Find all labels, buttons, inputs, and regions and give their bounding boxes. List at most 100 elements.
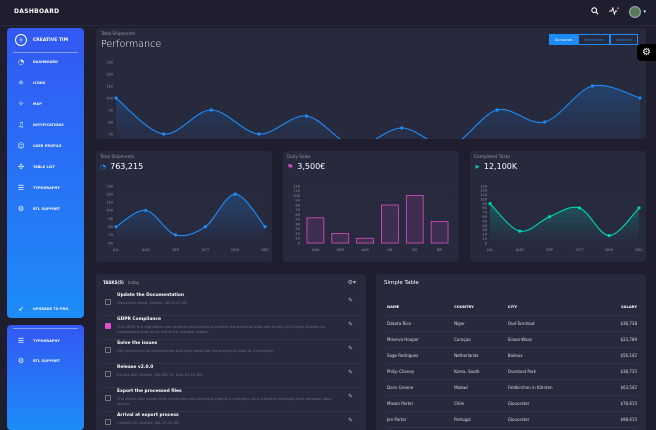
x-tick-label: OCT (202, 248, 210, 252)
bar (331, 233, 350, 244)
cell-salary: $56,142 (602, 347, 637, 364)
pencil-icon[interactable]: ✎ (347, 417, 353, 424)
task-title: GDPR Compliance (117, 317, 162, 322)
sidebar-item-label: RTL SUPPORT (33, 359, 61, 363)
pencil-icon[interactable]: ✎ (347, 345, 353, 352)
sidebar-item-typography-2[interactable]: ☰ TYPOGRAPHY (16, 337, 60, 345)
task-title: Arrival at export process (117, 413, 179, 418)
data-point (304, 114, 309, 118)
task-checkbox[interactable] (105, 419, 111, 425)
series-area (116, 85, 640, 139)
y-tick-label: 40 (482, 224, 487, 228)
performance-chart: 60708090100110120130JANFEBMARAPRMAYJUNJU… (106, 60, 642, 139)
sidebar-item-rtl-support-2[interactable]: ⚙ RTL SUPPORT (16, 357, 60, 365)
x-tick-label: RO (412, 248, 417, 252)
data-point (488, 201, 492, 206)
data-point (144, 208, 148, 213)
caret-down-icon: ▾ (643, 9, 646, 15)
pencil-icon[interactable]: ✎ (347, 369, 353, 376)
sidebar-item-icons[interactable]: ⚛ ICONS (16, 79, 45, 87)
table-header-row: NAME COUNTRY CITY SALARY (387, 299, 637, 316)
send-icon: ➤ (474, 162, 480, 171)
task-checkbox[interactable] (105, 347, 111, 353)
upgrade-to-pro-button[interactable]: ➶ UPGRADE TO PRO (16, 305, 68, 313)
tab-purchases[interactable]: Purchases (578, 34, 610, 45)
bar (306, 217, 325, 244)
cell-country: Malawi (454, 379, 508, 396)
navbar-title[interactable]: DASHBOARD (14, 8, 60, 15)
shipments-chart: 60 70 80 90 100 110 120 130 JUL AUG SEP OCT NOV DEC (106, 184, 269, 252)
tasks-count-title: TASKS(5) (103, 280, 124, 285)
sidebar-logo[interactable]: ⚛ CREATIVE TIM (15, 34, 68, 46)
y-tick-label: 50 (295, 218, 300, 222)
x-tick-label: USA (312, 248, 320, 252)
task-item: Release v2.0.0 Ra Ave SW, Seattle, WA 98… (103, 364, 361, 388)
y-tick-label: 20 (482, 233, 487, 237)
sidebar-item-table-list[interactable]: ✣ TABLE LIST (16, 163, 55, 171)
data-point (114, 96, 118, 100)
notification-sound-icon[interactable] (609, 6, 620, 17)
task-item: GDPR Compliance The GDPR is a regulation… (103, 316, 361, 340)
cell-country: Curaçao (454, 331, 508, 348)
simple-table-title: Simple Table (384, 280, 419, 286)
atom-icon: ⚛ (17, 79, 25, 87)
data-point (638, 96, 642, 100)
task-checkbox[interactable] (105, 395, 111, 401)
y-tick-label: 80 (108, 225, 113, 229)
sidebar-item-rtl-support[interactable]: ⚙ RTL SUPPORT (16, 205, 60, 213)
column-header: SALARY (602, 299, 637, 316)
bell-icon: ◔ (100, 162, 107, 171)
pencil-icon[interactable]: ✎ (347, 321, 353, 328)
performance-tabs: Accounts Purchases Sessions (548, 34, 638, 45)
completed-tasks-card: Completed Tasks ➤ 12,100K 0 10 20 30 40 50 60 7… (470, 151, 646, 262)
sidebar-item-label: RTL SUPPORT (33, 207, 61, 211)
data-point (263, 225, 267, 229)
settings-gear-icon[interactable]: ⚙▾ (347, 279, 356, 286)
table-row: Sage Rodriguez Netherlands Baileux $56,142 (387, 347, 637, 364)
task-title: Release v2.0.0 (117, 365, 154, 370)
sidebar: ⚛ CREATIVE TIM ◔ DASHBOARD ⚛ ICONS ✧ MAP… (7, 28, 84, 318)
sidebar-item-notifications[interactable]: ♫ NOTIFICATIONS (16, 121, 64, 129)
bar (356, 237, 374, 244)
task-checkbox[interactable] (105, 371, 111, 377)
user-avatar-dropdown[interactable]: ▾ (629, 6, 646, 18)
sidebar-item-dashboard[interactable]: ◔ DASHBOARD (16, 58, 58, 66)
tab-accounts[interactable]: Accounts (548, 34, 579, 45)
sidebar-secondary: ☰ TYPOGRAPHY ⚙ RTL SUPPORT (7, 325, 84, 430)
tab-sessions[interactable]: Sessions (609, 34, 638, 45)
cell-country: Netherlands (454, 347, 508, 364)
task-checkbox[interactable] (105, 323, 111, 329)
pencil-icon[interactable]: ✎ (347, 297, 353, 304)
x-tick-label: DEC (261, 248, 269, 252)
simple-table: NAME COUNTRY CITY SALARY Dakota Rice Nige… (387, 299, 637, 428)
y-tick-label: 100 (106, 96, 114, 100)
cell-name: Sage Rodriguez (387, 347, 455, 364)
cell-country: Chile (454, 395, 508, 412)
y-tick-label: 90 (108, 108, 113, 112)
cell-salary: $36,738 (602, 315, 637, 332)
task-item: Export the processed files The report al… (103, 388, 361, 412)
align-icon: ☰ (17, 184, 25, 192)
bar (405, 195, 424, 244)
series-line (115, 193, 266, 237)
data-point (400, 126, 404, 130)
pencil-icon[interactable]: ✎ (347, 393, 353, 400)
task-checkbox[interactable] (105, 299, 111, 305)
task-title: Update the Documentation (117, 293, 185, 298)
cell-name: Minerva Hooper (387, 331, 455, 348)
task-description: Ra Ave SW, Seattle, WA 98116, SUA 11:19 … (117, 373, 203, 377)
x-tick-label: AUG (516, 248, 524, 252)
x-tick-label: OCT (576, 248, 584, 252)
task-description: Dwuamish Head, Seattle, WA 8:47 AM (117, 301, 188, 305)
react-logo-icon: ⚛ (15, 34, 27, 46)
align-icon: ☰ (17, 337, 25, 345)
tasks-date: today (127, 280, 140, 285)
data-point (548, 215, 552, 219)
search-icon[interactable] (591, 7, 600, 17)
settings-gear-icon[interactable]: ⚙ (637, 44, 656, 61)
avatar (629, 6, 642, 18)
sidebar-item-map[interactable]: ✧ MAP (16, 100, 42, 108)
sidebar-item-typography[interactable]: ☰ TYPOGRAPHY (16, 184, 60, 192)
sidebar-item-user-profile[interactable]: ☺ USER PROFILE (16, 142, 62, 150)
y-tick-label: 110 (293, 189, 301, 193)
